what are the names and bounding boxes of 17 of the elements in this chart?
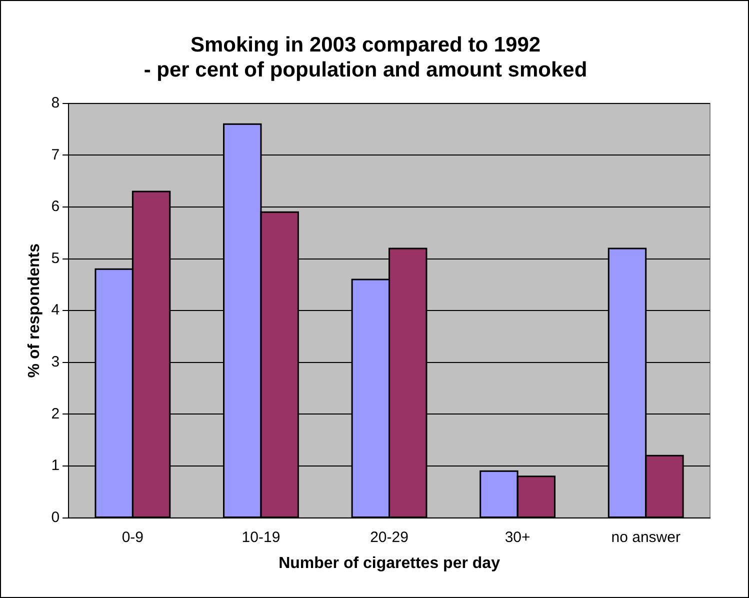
y-tick-label: 8	[51, 94, 60, 112]
y-tick-label: 0	[51, 508, 60, 526]
y-tick-label: 3	[51, 354, 60, 371]
x-axis-title: Number of cigarettes per day	[278, 554, 500, 572]
x-tick-label: no answer	[611, 528, 680, 546]
y-tick-label: 6	[51, 198, 60, 216]
y-axis-title: % of respondents	[26, 243, 44, 378]
y-tick-label: 5	[51, 250, 60, 267]
y-tick-label: 2	[51, 405, 60, 422]
y-tick-label: 4	[51, 302, 60, 319]
chart-title: Smoking in 2003 compared to 1992 - per cent of population and amount smoked	[144, 33, 588, 82]
y-tick-label: 1	[51, 457, 60, 474]
y-tick-label: 7	[51, 146, 60, 164]
x-tick-label: 10-19	[242, 528, 280, 546]
x-tick-label: 0-9	[122, 528, 144, 546]
x-tick-label: 30+	[504, 528, 531, 546]
x-tick-label: 20-29	[370, 528, 408, 546]
